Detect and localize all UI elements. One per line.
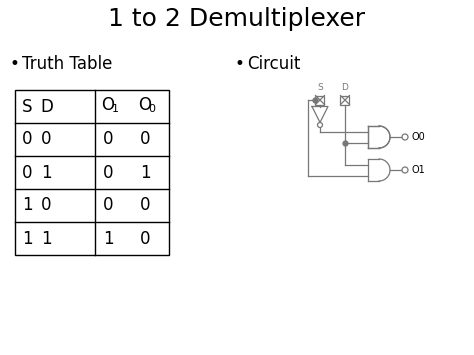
Text: Truth Table: Truth Table	[22, 55, 112, 73]
Text: 0: 0	[148, 104, 155, 115]
Text: 0: 0	[140, 197, 150, 214]
Text: O1: O1	[412, 165, 426, 175]
Text: 1: 1	[111, 104, 118, 115]
Text: 1: 1	[103, 229, 113, 247]
Text: 1: 1	[22, 197, 33, 214]
Text: O: O	[101, 97, 114, 115]
Circle shape	[402, 134, 408, 140]
Circle shape	[318, 122, 322, 127]
Text: S: S	[22, 98, 33, 115]
Text: 0: 0	[41, 197, 52, 214]
Text: O0: O0	[412, 132, 426, 142]
Text: 1: 1	[41, 229, 52, 247]
Text: •: •	[235, 55, 245, 73]
Text: 0: 0	[103, 197, 113, 214]
Text: 0: 0	[22, 131, 33, 148]
Bar	[340, 95, 349, 104]
Text: 1 to 2 Demultiplexer: 1 to 2 Demultiplexer	[109, 7, 365, 31]
Bar	[15, 90, 169, 255]
Bar	[316, 95, 325, 104]
Text: O: O	[138, 97, 152, 115]
Circle shape	[402, 167, 408, 173]
Text: D: D	[342, 83, 348, 93]
Text: 0: 0	[140, 131, 150, 148]
Text: 0: 0	[41, 131, 52, 148]
Text: 0: 0	[103, 164, 113, 181]
Text: 0: 0	[103, 131, 113, 148]
Text: Circuit: Circuit	[247, 55, 301, 73]
Text: 0: 0	[22, 164, 33, 181]
Text: 1: 1	[140, 164, 150, 181]
Text: S: S	[317, 83, 323, 93]
Text: 0: 0	[140, 229, 150, 247]
Text: 1: 1	[41, 164, 52, 181]
Text: 1: 1	[22, 229, 33, 247]
Text: •: •	[10, 55, 20, 73]
Text: D: D	[40, 98, 53, 115]
